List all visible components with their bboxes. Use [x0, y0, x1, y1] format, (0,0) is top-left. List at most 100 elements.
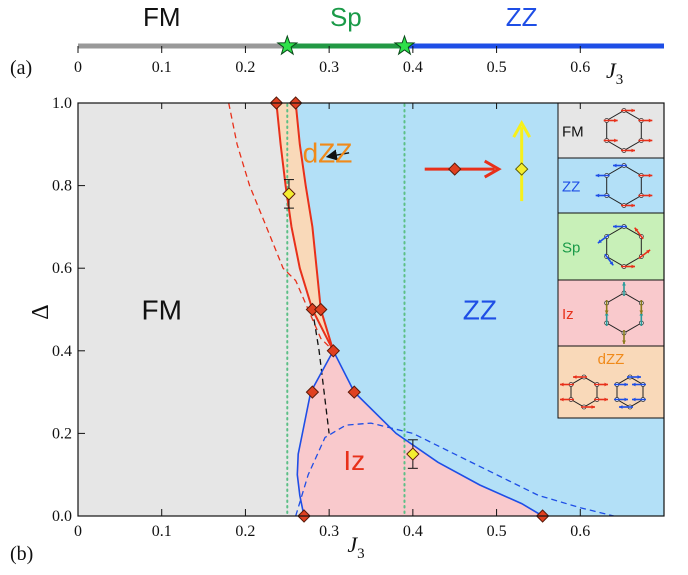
inset-zz: ZZ [557, 157, 665, 214]
inset-spin-arrow-head [648, 118, 653, 123]
inset-box [557, 212, 665, 281]
inset-spin-arrow-head [613, 224, 617, 229]
y-tick-label: 0.8 [52, 178, 72, 195]
y-axis-label: Δ [28, 304, 54, 319]
x-axis-label: J3 [347, 532, 364, 562]
inset-spin-arrow-head [631, 203, 635, 208]
inset-fm: FM [557, 102, 665, 159]
phase-transition-star [393, 34, 416, 56]
inset-spin-arrow-head [609, 261, 614, 266]
phase-label-sp: Sp [330, 2, 362, 32]
panel-a-tick-label: 0.2 [235, 59, 255, 76]
inset-box [557, 157, 665, 214]
dzz-region [276, 103, 334, 351]
phase-label-fm: FM [143, 2, 181, 32]
y-tick-label: 0.4 [52, 343, 72, 360]
inset-spin-arrow-head [619, 405, 623, 409]
inset-spin-arrow-head [648, 193, 653, 198]
inset-spin-arrow-head [604, 382, 608, 387]
inset-spin-arrow-head [637, 375, 641, 379]
inset-label: Iz [562, 306, 574, 323]
x-tick-label: 0 [74, 523, 82, 540]
panel-a-tick-label: 0.3 [319, 59, 339, 76]
inset-spin-arrow-head [614, 118, 618, 123]
yellow-spin-arrow-head [512, 120, 531, 138]
x-tick-label: 0.4 [403, 523, 423, 540]
y-tick-label: 0.2 [52, 425, 72, 442]
inset-spin-arrow-head [573, 375, 577, 379]
inset-spin-arrow-head [591, 405, 595, 409]
panel-a-tick-label: 0 [74, 59, 82, 76]
panel-a-xlabel: J3 [606, 58, 623, 88]
red-spin-diamond [448, 162, 462, 176]
y-tick-label: 0.0 [52, 508, 72, 525]
dzz-annotation-arrow [325, 149, 350, 161]
red-diamond-point [347, 385, 361, 399]
inset-spin-arrow-head [595, 193, 600, 198]
x-tick-label: 0.5 [487, 523, 507, 540]
inset-label: FM [562, 124, 584, 141]
iz-region [297, 350, 543, 516]
inset-spin-arrow-head [648, 173, 653, 178]
inset-label: Sp [562, 240, 580, 257]
red-diamond-point [314, 302, 328, 317]
y-tick-label: 1.0 [52, 95, 72, 112]
region-label-dzz: dZZ [303, 138, 353, 169]
inset-spin-arrow-head [560, 397, 564, 402]
inset-label: ZZ [562, 179, 580, 196]
phase-transition-star [276, 34, 299, 56]
inset-spin-arrow-head [560, 382, 564, 387]
inset-spin-arrow-head [604, 310, 609, 314]
panel-a-tick-label: 0.4 [403, 59, 423, 76]
panel-a-tag: (a) [10, 57, 32, 79]
panel-a: FM Sp ZZ 0 0.1 0.2 0.3 0.4 0.5 0.6 (a) J3 [10, 2, 664, 88]
inset-spin-arrow-head [639, 310, 644, 314]
region-label-fm: FM [141, 295, 181, 326]
region-label-iz: Iz [343, 445, 365, 476]
panel-b-tag: (b) [10, 543, 33, 565]
inset-spin-arrow-head [604, 397, 608, 402]
inset-spin-arrow-head [613, 163, 617, 168]
x-tick-label: 0.2 [235, 523, 255, 540]
inset-spin-arrow-head [624, 382, 629, 387]
inset-spin-arrow-head [597, 239, 602, 244]
inset-label: dZZ [598, 351, 625, 368]
x-tick-label: 0.3 [319, 523, 339, 540]
inset-spin-arrow-head [595, 173, 600, 178]
inset-spin-arrow-head [624, 397, 629, 402]
red-diamond-point [305, 385, 320, 399]
plot-frame [77, 102, 665, 517]
inset-box [557, 279, 665, 347]
inset-spin-arrow-head [622, 340, 626, 344]
x-tick-label: 0.1 [152, 523, 172, 540]
inset-spin-arrow-head [622, 282, 626, 286]
red-spin-arrow-head [483, 159, 502, 179]
yellow-diamond-point [406, 447, 420, 461]
panel-a-tick-label: 0.5 [487, 59, 507, 76]
panel-b: FM ZZ Iz dZZ FM ZZ Sp Iz dZZ 0 0.1 0.2 0.3 0.4 0.5 0.… [10, 95, 665, 565]
phase-label-zz: ZZ [506, 2, 538, 32]
inset-spin-arrow-head [646, 249, 651, 254]
inset-spin-arrow-head [648, 138, 653, 143]
inset-dzz: dZZ [557, 345, 665, 419]
fm-region [78, 103, 334, 516]
y-tick-label: 0.6 [52, 260, 72, 277]
yellow-spin-diamond [514, 162, 529, 176]
x-tick-label: 0.6 [570, 523, 590, 540]
region-label-zz: ZZ [463, 295, 497, 326]
inset-iz: Iz [557, 279, 665, 347]
yellow-diamond-point [282, 187, 296, 201]
panel-a-tick-label: 0.6 [570, 59, 590, 76]
dashed-blue-boundary [295, 422, 614, 516]
inset-spin-arrow-head [634, 227, 639, 232]
inset-spin-arrow-head [631, 148, 635, 153]
panel-a-tick-label: 0.1 [152, 59, 172, 76]
red-diamond-point [326, 344, 341, 358]
inset-spin-arrow-head [631, 264, 635, 269]
dashed-red-boundary [228, 103, 334, 352]
inset-sp: Sp [557, 212, 665, 281]
inset-spin-arrow-head [631, 382, 636, 387]
inset-spin-arrow-head [614, 138, 618, 143]
inset-spin-arrow-head [631, 108, 635, 113]
